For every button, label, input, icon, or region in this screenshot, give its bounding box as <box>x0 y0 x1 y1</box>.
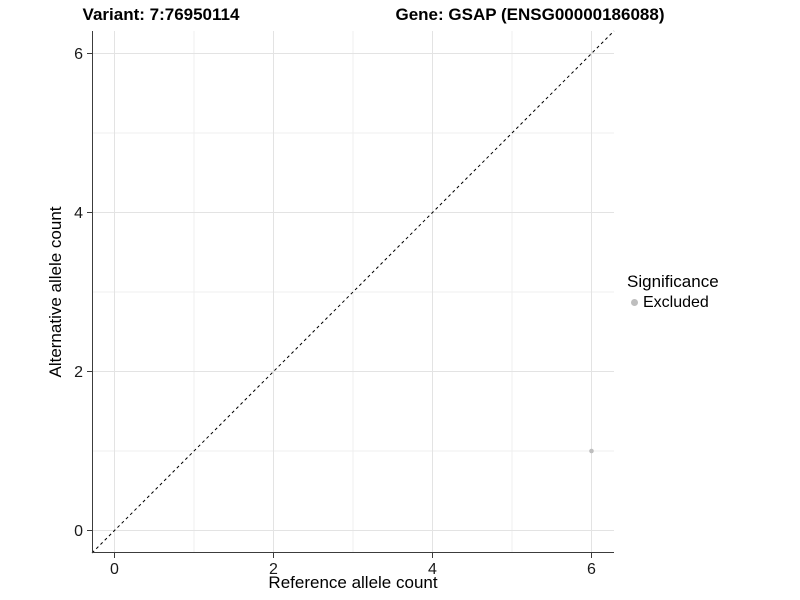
x-tick-label: 4 <box>428 561 437 578</box>
legend-item-excluded: Excluded <box>627 293 719 312</box>
legend: Significance Excluded <box>627 272 719 312</box>
x-tick-label: 0 <box>110 561 119 578</box>
y-tick-label: 0 <box>74 523 83 540</box>
plot-title-variant: Variant: 7:76950114 <box>82 5 240 24</box>
legend-title: Significance <box>627 272 719 291</box>
plot-title-gene: Gene: GSAP (ENSG00000186088) <box>395 5 665 24</box>
axis-lines <box>92 31 614 553</box>
y-tick-label: 2 <box>74 364 83 381</box>
x-axis-title: Reference allele count <box>268 573 438 592</box>
legend-dot-icon <box>631 299 638 306</box>
x-tick-label: 6 <box>587 561 596 578</box>
y-axis-title: Alternative allele count <box>46 206 65 378</box>
data-point <box>589 448 594 454</box>
y-tick-label: 4 <box>74 205 83 222</box>
legend-item-label: Excluded <box>643 294 709 311</box>
y-tick-label: 6 <box>74 46 83 63</box>
plot-panel-svg: 0 2 4 6 0 2 4 6 <box>74 30 615 578</box>
plot-panel: 0 2 4 6 0 2 4 6 <box>74 30 615 578</box>
x-tick-label: 2 <box>269 561 278 578</box>
